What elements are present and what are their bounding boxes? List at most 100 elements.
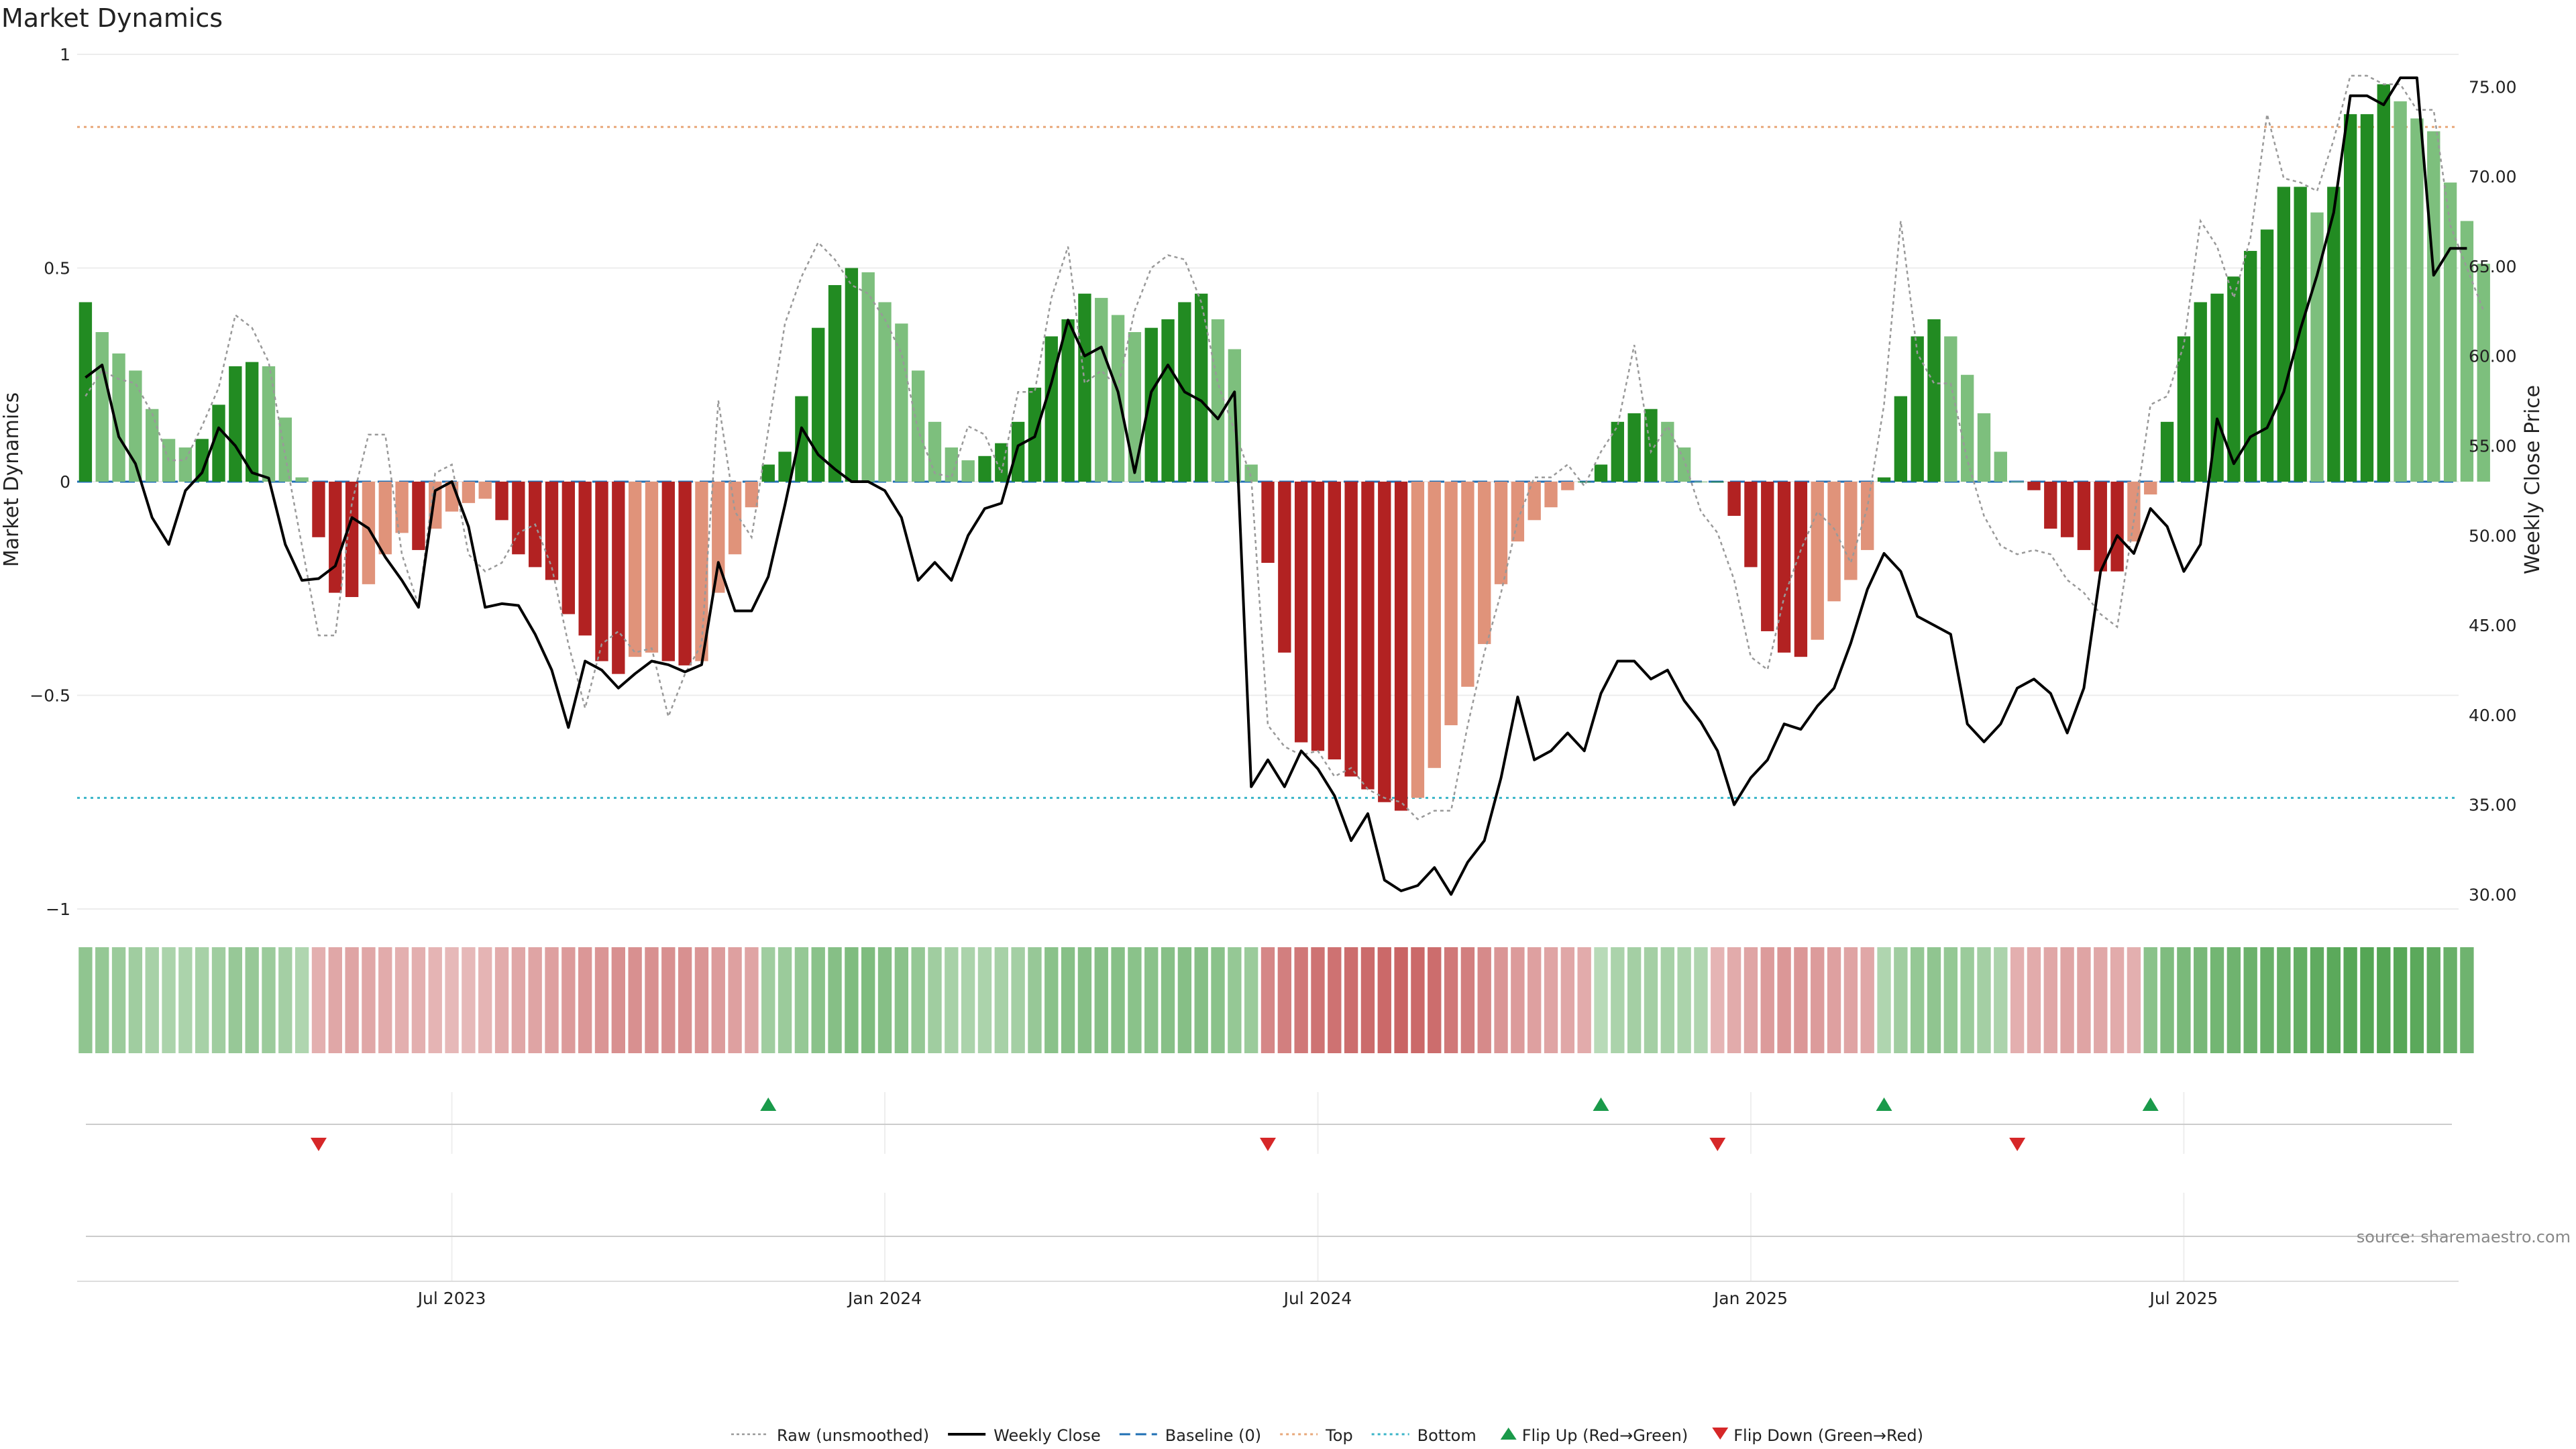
- dynamics-bar: [1977, 413, 1991, 482]
- regime-cell: [1228, 947, 1242, 1053]
- weekly-close-series: [85, 76, 2467, 896]
- y-right-tick-label: 55.00: [2469, 436, 2517, 455]
- dynamics-bar: [1927, 319, 1941, 482]
- y-right-tick-label: 35.00: [2469, 796, 2517, 815]
- dynamics-bar: [1078, 293, 1091, 482]
- dynamics-bar: [2160, 421, 2174, 482]
- regime-cell: [1760, 947, 1774, 1053]
- dynamics-bar: [2460, 221, 2474, 482]
- regime-cell: [2177, 947, 2191, 1053]
- regime-cell: [561, 947, 576, 1053]
- regime-cell: [1460, 947, 1475, 1053]
- legend-label-flip_up: Flip Up (Red→Green): [1522, 1426, 1688, 1445]
- dynamics-bar: [678, 482, 692, 665]
- dynamics-bar: [1944, 336, 1957, 482]
- dynamics-bar: [695, 482, 708, 661]
- y-left-tick-label: 0.5: [44, 259, 70, 278]
- dynamics-bar: [1044, 336, 1058, 482]
- regime-cell: [611, 947, 625, 1053]
- dynamics-bar: [2127, 482, 2141, 542]
- dynamics-bar: [2377, 84, 2390, 482]
- regime-cell: [1028, 947, 1042, 1053]
- y-right-tick-label: 45.00: [2469, 616, 2517, 635]
- regime-cell: [1344, 947, 1358, 1053]
- y-right-tick-label: 40.00: [2469, 706, 2517, 725]
- dynamics-bar: [95, 332, 109, 482]
- dynamics-bar: [945, 447, 959, 482]
- flip-down-marker: [1709, 1138, 1726, 1151]
- regime-cell: [977, 947, 992, 1053]
- dynamics-bar: [645, 482, 659, 653]
- dynamics-bar: [1278, 482, 1291, 653]
- regime-cell: [262, 947, 276, 1053]
- dynamics-bar: [728, 482, 742, 555]
- regime-cell: [378, 947, 392, 1053]
- regime-cell: [2110, 947, 2125, 1053]
- regime-cell: [2043, 947, 2057, 1053]
- regime-cell: [111, 947, 126, 1053]
- dynamics-bar: [1594, 464, 1608, 482]
- regime-cell: [2160, 947, 2174, 1053]
- legend-label-flip_down: Flip Down (Green→Red): [1733, 1426, 1923, 1445]
- regime-cell: [1061, 947, 1075, 1053]
- regime-cell: [1743, 947, 1758, 1053]
- dynamics-bar: [78, 302, 93, 482]
- regime-cell: [1360, 947, 1375, 1053]
- regime-cell: [1860, 947, 1874, 1053]
- dynamics-bar: [845, 268, 859, 482]
- regime-cell: [95, 947, 109, 1053]
- dynamics-bar: [1761, 482, 1774, 631]
- regime-cell: [828, 947, 842, 1053]
- regime-cell: [445, 947, 459, 1053]
- regime-cell: [311, 947, 326, 1053]
- regime-cell: [328, 947, 342, 1053]
- legend-label-top: Top: [1325, 1426, 1353, 1445]
- regime-cell: [1277, 947, 1292, 1053]
- dynamics-bar: [2343, 114, 2357, 482]
- dynamics-bar: [1677, 447, 1691, 482]
- dynamics-bar: [661, 482, 675, 661]
- dynamics-bar: [178, 447, 193, 482]
- regime-cell: [494, 947, 509, 1053]
- regime-cell: [2360, 947, 2374, 1053]
- axes: 1 0.5 0 −0.5 −1 30.00 35.00 40.00 45.00 50.00 55.0…: [30, 45, 2516, 1308]
- flip-panel: [77, 1092, 2459, 1282]
- regime-cell: [1627, 947, 1642, 1053]
- regime-cell: [362, 947, 376, 1053]
- regime-cell: [645, 947, 659, 1053]
- regime-cell: [245, 947, 259, 1053]
- dynamics-bar: [2194, 302, 2207, 482]
- regime-cell: [1477, 947, 1491, 1053]
- dynamics-bar: [712, 482, 725, 593]
- dynamics-bar: [478, 482, 492, 499]
- y-right-tick-label: 60.00: [2469, 347, 2517, 366]
- y-right-tick-label: 50.00: [2469, 526, 2517, 545]
- x-tick-label: Jan 2024: [847, 1289, 922, 1308]
- regime-cell: [1294, 947, 1308, 1053]
- regime-cell: [511, 947, 526, 1053]
- dynamics-bar: [146, 409, 159, 482]
- regime-cell: [1994, 947, 2008, 1053]
- dynamics-bar: [245, 362, 259, 482]
- regime-cell: [2210, 947, 2224, 1053]
- dynamics-bar: [1511, 482, 1525, 542]
- dynamics-bar: [978, 455, 991, 482]
- dynamics-bar: [595, 482, 608, 661]
- regime-cell: [78, 947, 93, 1053]
- regime-cell: [1911, 947, 1925, 1053]
- regime-cell: [1044, 947, 1059, 1053]
- regime-cell: [861, 947, 875, 1053]
- regime-cell: [1611, 947, 1625, 1053]
- dynamics-bar: [1494, 482, 1508, 584]
- raw-series: [85, 74, 2485, 820]
- dynamics-bar: [2443, 182, 2457, 482]
- dynamics-bar: [1361, 482, 1375, 790]
- dynamics-bar: [2310, 212, 2324, 482]
- regime-cell: [728, 947, 742, 1053]
- regime-cell: [1260, 947, 1275, 1053]
- y-axis-right-label: Weekly Close Price: [2521, 385, 2544, 574]
- regime-cell: [2426, 947, 2440, 1053]
- regime-cell: [2377, 947, 2391, 1053]
- dynamics-bar: [1478, 482, 1491, 645]
